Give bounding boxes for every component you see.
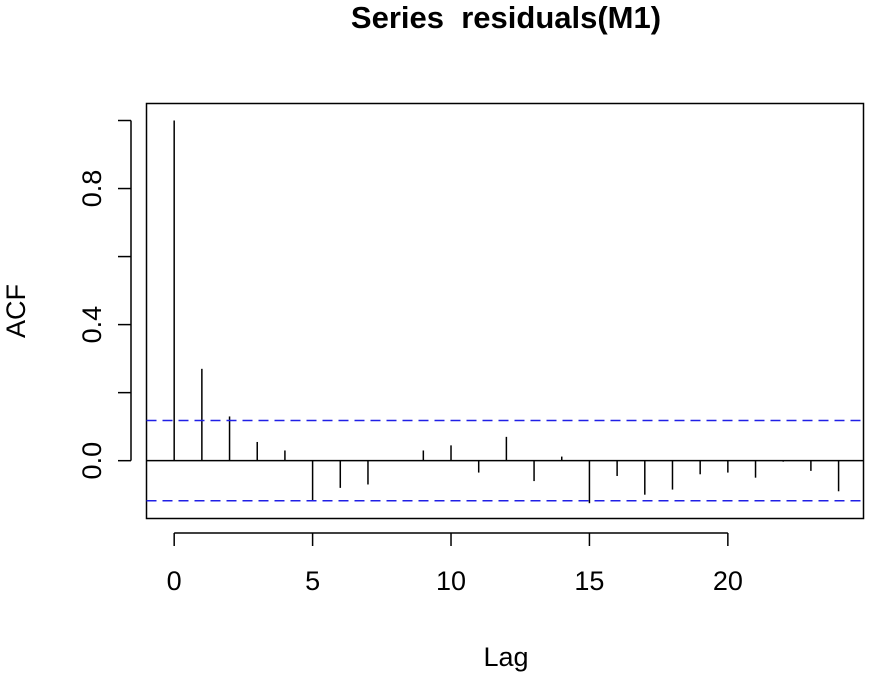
- y-tick-label: 0.4: [77, 306, 107, 344]
- x-tick-label: 5: [305, 566, 320, 596]
- plot-frame: [145, 102, 865, 520]
- x-tick-label: 20: [713, 566, 743, 596]
- x-tick-label: 10: [436, 566, 466, 596]
- y-axis: 0.0 0.4 0.8: [77, 119, 132, 480]
- chart-title: Series residuals(M1): [351, 0, 661, 35]
- x-tick-label: 0: [167, 566, 182, 596]
- acf-bars: [173, 120, 840, 504]
- y-axis-label: ACF: [1, 284, 31, 338]
- y-tick-label: 0.0: [77, 442, 107, 480]
- x-axis-label: Lag: [483, 642, 528, 672]
- x-tick-label: 15: [574, 566, 604, 596]
- y-tick-label: 0.8: [77, 170, 107, 208]
- x-axis: 0 5 10 15 20: [167, 532, 743, 596]
